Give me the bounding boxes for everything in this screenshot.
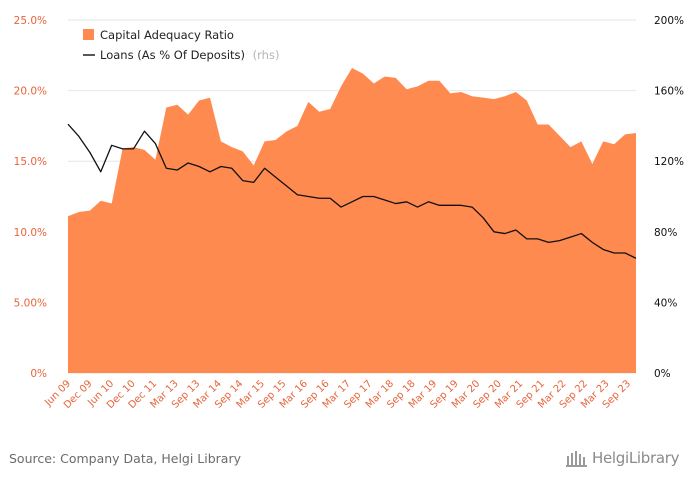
legend-label-capital-adequacy: Capital Adequacy Ratio bbox=[100, 28, 234, 42]
source-note: Source: Company Data, Helgi Library bbox=[9, 451, 242, 466]
legend-label-loans-name: Loans (As % Of Deposits) bbox=[100, 48, 245, 62]
right-axis-tick: 160% bbox=[654, 86, 684, 98]
right-axis-tick: 0% bbox=[654, 368, 671, 380]
capital-adequacy-area bbox=[68, 68, 636, 373]
right-axis-tick: 80% bbox=[654, 227, 677, 239]
left-axis-tick: 0% bbox=[30, 368, 47, 380]
left-axis-tick: 20.0% bbox=[14, 86, 47, 98]
legend-label-loans: Loans (As % Of Deposits) (rhs) bbox=[100, 48, 279, 62]
capital-adequacy-area-layer bbox=[68, 68, 636, 373]
left-axis-tick: 25.0% bbox=[14, 15, 47, 27]
left-axis-labels: 0% 5.00% 10.0% 15.0% 20.0% 25.0% bbox=[14, 15, 47, 380]
left-axis-tick: 10.0% bbox=[14, 227, 47, 239]
logo-text: HelgiLibrary bbox=[592, 449, 680, 467]
right-axis-tick: 120% bbox=[654, 156, 684, 168]
loans-line bbox=[67, 123, 637, 259]
library-building-icon bbox=[566, 451, 587, 467]
left-axis-tick: 15.0% bbox=[14, 156, 47, 168]
loans-line-layer bbox=[67, 123, 637, 259]
helgi-library-logo: HelgiLibrary bbox=[566, 448, 694, 470]
legend-swatch-capital-adequacy bbox=[83, 29, 94, 40]
legend: Capital Adequacy Ratio Loans (As % Of De… bbox=[83, 28, 279, 62]
right-axis-labels: 0% 40% 80% 120% 160% 200% bbox=[654, 15, 684, 380]
right-axis-tick: 200% bbox=[654, 15, 684, 27]
right-axis-tick: 40% bbox=[654, 297, 677, 309]
left-axis-tick: 5.00% bbox=[14, 297, 47, 309]
legend-label-loans-suffix: (rhs) bbox=[253, 48, 280, 62]
